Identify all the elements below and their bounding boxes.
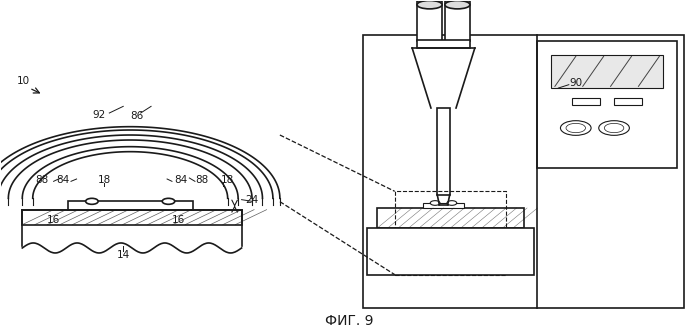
Text: 16: 16 — [47, 215, 60, 225]
Ellipse shape — [417, 1, 442, 9]
Circle shape — [561, 121, 591, 135]
Bar — [395, 191, 506, 275]
Text: 14: 14 — [117, 250, 130, 260]
Circle shape — [599, 121, 629, 135]
Bar — [377, 208, 524, 228]
Bar — [445, 1, 470, 41]
Circle shape — [566, 123, 586, 133]
Text: 24: 24 — [245, 195, 259, 205]
Bar — [423, 203, 464, 208]
Text: 90: 90 — [569, 78, 582, 88]
Text: 84: 84 — [56, 175, 69, 185]
Bar — [437, 108, 449, 195]
Ellipse shape — [445, 1, 470, 9]
Circle shape — [605, 123, 624, 133]
Bar — [614, 98, 642, 105]
Text: 92: 92 — [92, 110, 106, 120]
Circle shape — [86, 198, 98, 204]
Text: 10: 10 — [17, 76, 30, 86]
Bar — [22, 210, 242, 225]
Text: 18: 18 — [98, 175, 111, 185]
Circle shape — [162, 198, 175, 204]
Bar — [363, 35, 684, 308]
Bar — [538, 41, 677, 168]
Bar — [367, 228, 534, 275]
Text: 88: 88 — [35, 175, 48, 185]
Text: ФИГ. 9: ФИГ. 9 — [325, 314, 374, 328]
Text: 18: 18 — [221, 175, 234, 185]
Text: 86: 86 — [131, 111, 144, 121]
Circle shape — [447, 201, 456, 205]
Bar — [417, 1, 442, 41]
Text: 84: 84 — [174, 175, 187, 185]
Text: 16: 16 — [172, 215, 185, 225]
Bar — [552, 55, 663, 88]
Bar — [572, 98, 600, 105]
Bar — [68, 201, 193, 210]
Bar — [417, 40, 470, 48]
Text: 88: 88 — [195, 175, 208, 185]
Circle shape — [431, 201, 440, 205]
